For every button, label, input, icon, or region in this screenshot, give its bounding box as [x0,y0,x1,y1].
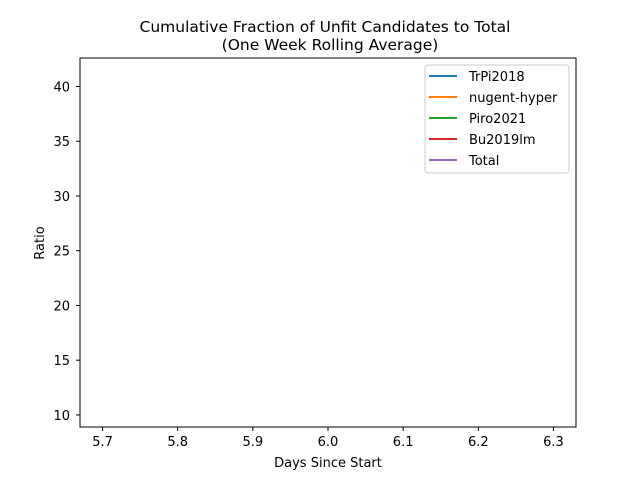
y-tick-label: 30 [53,190,70,205]
y-axis-label: Ratio [33,226,48,259]
y-tick-label: 10 [53,409,70,424]
x-tick-label: 6.1 [393,435,414,450]
x-tick-label: 5.7 [92,435,113,450]
y-tick-label: 40 [53,80,70,95]
legend-label: Bu2019lm [469,133,536,148]
legend-label: nugent-hyper [469,91,558,106]
x-tick-label: 6.0 [318,435,339,450]
legend-label: TrPi2018 [468,70,525,85]
chart-title: Cumulative Fraction of Unfit Candidates … [140,18,511,36]
legend-label: Piro2021 [469,112,526,127]
legend: TrPi2018 nugent-hyper Piro2021 Bu2019lm Tota… [424,64,570,174]
legend-box [424,64,570,174]
legend-label: Total [468,154,499,169]
x-axis: 5.7 5.8 5.9 6.0 6.1 6.2 6.3 [92,427,564,450]
y-axis: 10 15 20 25 30 35 40 [53,80,80,424]
y-tick-label: 15 [53,354,70,369]
x-tick-label: 5.8 [167,435,188,450]
x-tick-label: 6.2 [468,435,489,450]
chart-subtitle: (One Week Rolling Average) [222,36,439,54]
x-tick-label: 6.3 [543,435,564,450]
y-tick-label: 25 [53,245,70,260]
y-tick-label: 20 [53,299,70,314]
x-axis-label: Days Since Start [274,456,382,471]
y-tick-label: 35 [53,135,70,150]
x-tick-label: 5.9 [243,435,264,450]
